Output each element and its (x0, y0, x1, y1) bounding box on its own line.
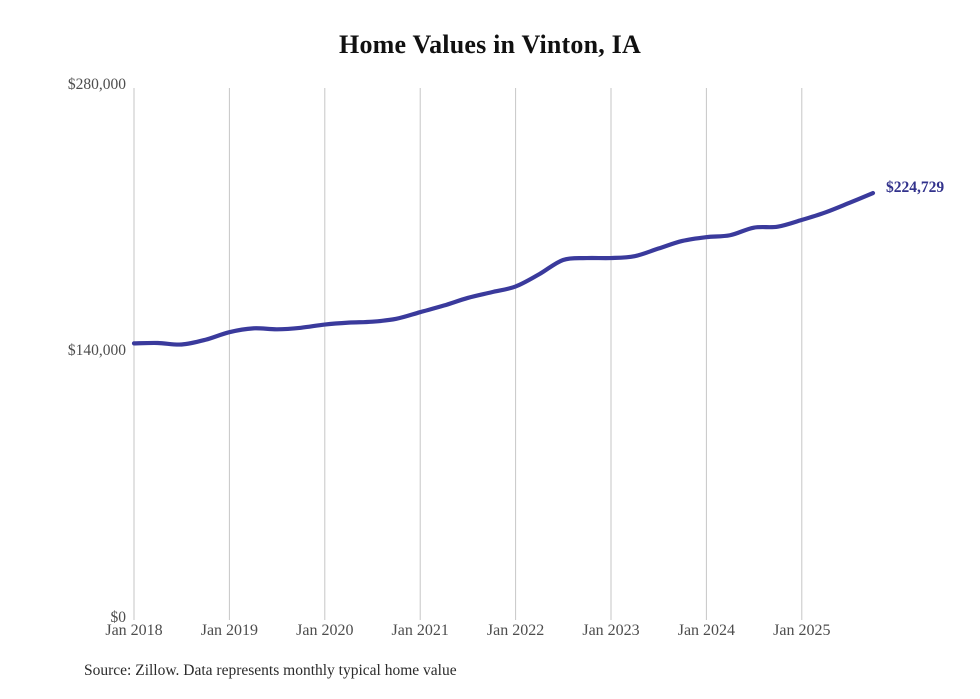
x-tick-jan-2022: Jan 2022 (486, 622, 545, 639)
end-value-annotation: $224,729 (886, 179, 945, 196)
home-value-line (131, 190, 876, 347)
y-tick-0: $0 (110, 609, 127, 626)
x-tick-jan-2025: Jan 2025 (773, 622, 831, 639)
x-tick-jan-2019: Jan 2019 (200, 622, 259, 639)
chart-title: Home Values in Vinton, IA (339, 30, 641, 59)
y-axis: $280,000 $140,000 $0 (0, 0, 126, 699)
y-tick-140000: $140,000 (67, 342, 126, 359)
x-axis: Jan 2018 Jan 2019 Jan 2020 Jan 2021 Jan … (0, 622, 980, 652)
y-tick-280000: $280,000 (67, 76, 126, 93)
x-tick-jan-2021: Jan 2021 (391, 622, 449, 639)
source-note: Source: Zillow. Data represents monthly … (84, 662, 457, 679)
gridlines (133, 88, 803, 620)
x-tick-jan-2018: Jan 2018 (105, 622, 163, 639)
x-tick-jan-2020: Jan 2020 (296, 622, 354, 639)
x-tick-jan-2024: Jan 2024 (677, 622, 736, 639)
x-tick-jan-2023: Jan 2023 (582, 622, 640, 639)
